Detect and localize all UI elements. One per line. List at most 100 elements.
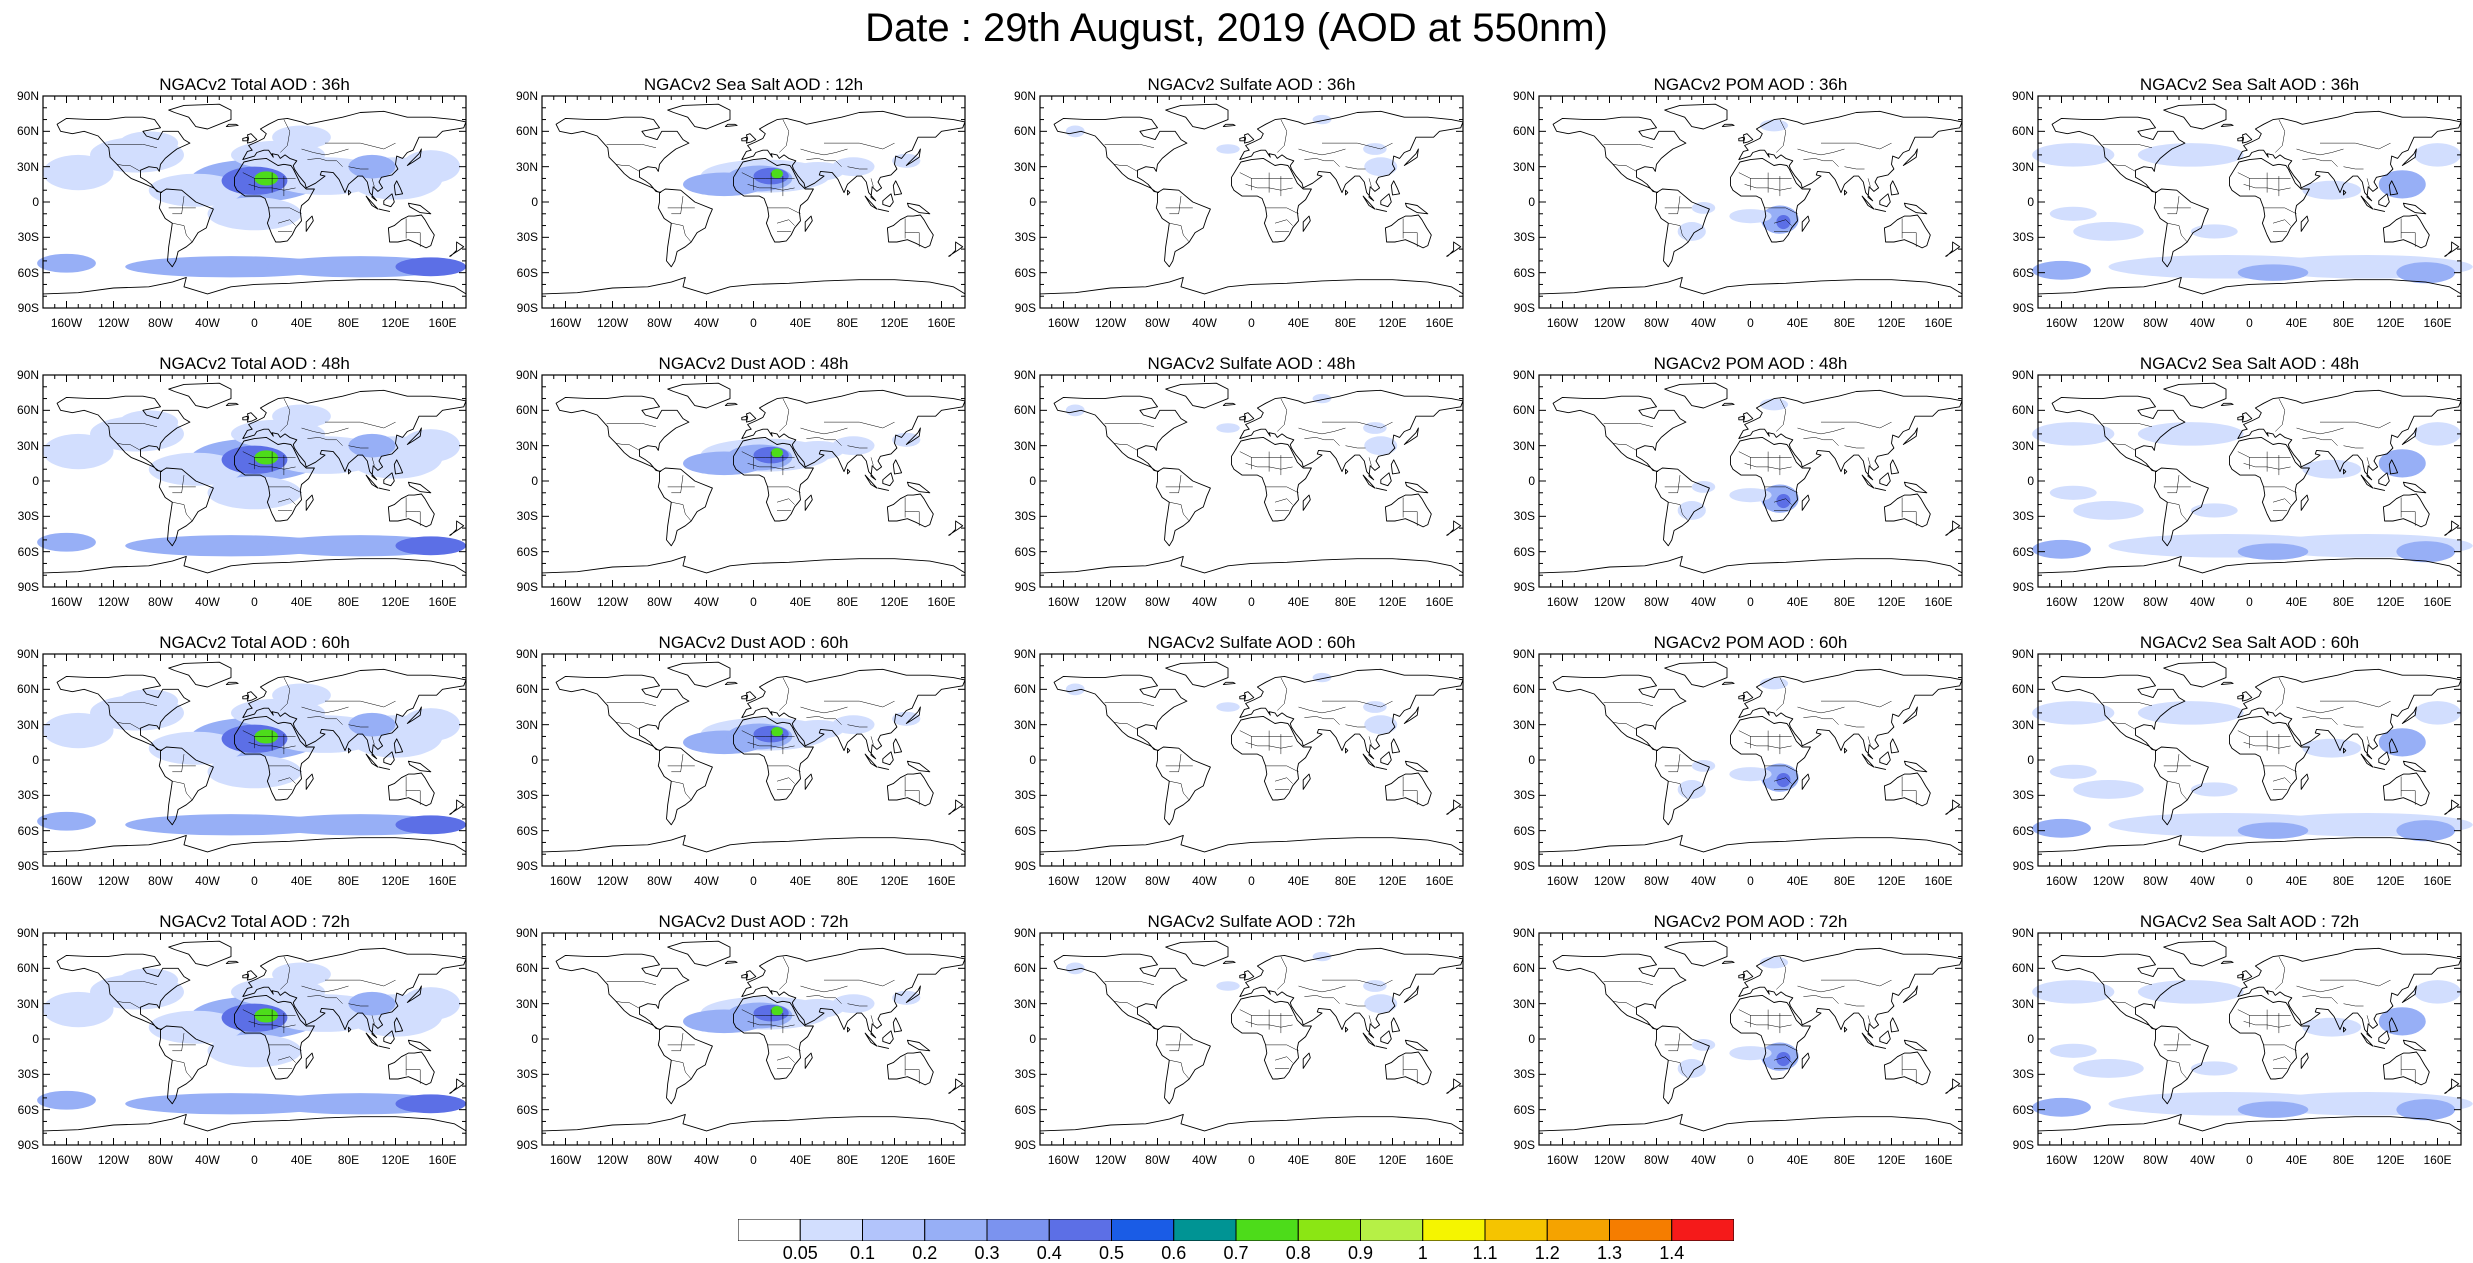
coastline: [2401, 427, 2417, 445]
country-border: [1803, 716, 1839, 725]
country-border: [2343, 445, 2364, 449]
aod-contour: [1065, 125, 1085, 138]
tick-marks: [42, 932, 467, 1146]
coastline: [733, 715, 814, 801]
country-border: [1169, 1033, 1182, 1052]
tick-marks: [1538, 95, 1963, 309]
map-frame: [1538, 374, 1963, 588]
coastline: [348, 189, 352, 196]
coastline: [1239, 389, 1464, 481]
coastline: [234, 436, 315, 522]
aod-contour: [771, 448, 783, 458]
longitude-label: 80E: [337, 874, 360, 888]
country-borders: [606, 119, 920, 247]
aod-contour: [1759, 677, 1789, 690]
coastline: [1903, 1039, 1928, 1052]
coastline: [741, 110, 966, 202]
map-panel: NGACv2 Sea Salt AOD : 72h 90N 60N 30N 0 30S 60…: [2012, 911, 2473, 1167]
longitude-label: 80W: [1145, 595, 1170, 609]
country-border: [1612, 722, 1637, 730]
coastline: [168, 103, 232, 130]
latitude-label: 60N: [1512, 682, 1535, 697]
longitude-label: 80E: [836, 595, 859, 609]
country-border: [1912, 1069, 1917, 1084]
latitude-label: 30S: [17, 509, 39, 524]
country-border: [2167, 222, 2188, 243]
country-border: [671, 475, 684, 494]
longitude-label: 120W: [596, 316, 629, 330]
country-border: [1603, 423, 1654, 428]
aod-contour: [2190, 1061, 2238, 1076]
longitude-label: 120E: [1877, 874, 1906, 888]
country-border: [671, 780, 692, 801]
coastline: [1345, 468, 1349, 475]
longitude-label: 80E: [1334, 1153, 1357, 1167]
country-borders: [1603, 398, 1917, 526]
latitude-label: 30N: [1013, 717, 1036, 732]
coastline: [1222, 681, 1236, 686]
coastline: [864, 195, 878, 210]
coastline: [406, 985, 422, 1003]
aod-contour: [2396, 820, 2456, 842]
coastline: [2388, 1017, 2399, 1033]
coastline: [745, 133, 757, 144]
country-border: [2167, 501, 2188, 522]
aod-contour: [2414, 422, 2461, 446]
coastline: [1165, 661, 1229, 688]
aod-contour: [272, 683, 331, 707]
coastline: [2237, 694, 2243, 700]
country-border: [1113, 164, 1138, 172]
coastline: [877, 766, 890, 770]
coastline: [882, 751, 894, 766]
colorbar-swatch: [1609, 1219, 1673, 1241]
latitude-label: 30S: [516, 230, 538, 245]
panel-title: NGACv2 Total AOD : 48h: [159, 354, 350, 373]
coastline: [2401, 706, 2417, 724]
aod-contour: [1363, 701, 1387, 713]
latitude-label: 0: [2027, 195, 2034, 209]
coastline: [2229, 436, 2310, 522]
country-border: [2102, 702, 2153, 707]
latitude-label: 30N: [16, 717, 39, 732]
coastline: [1883, 1051, 1931, 1086]
latitude-label: 30N: [515, 159, 538, 174]
longitude-label: 40W: [195, 874, 220, 888]
longitude-label: 160E: [927, 316, 956, 330]
coastline: [1844, 1026, 1848, 1033]
country-border: [1322, 421, 1393, 429]
aod-contour: [348, 154, 396, 179]
aod-contour: [2032, 143, 2115, 167]
coastline: [406, 706, 422, 724]
country-border: [2275, 398, 2286, 432]
country-border: [2237, 730, 2291, 737]
coastline: [1362, 195, 1376, 210]
country-border: [1265, 765, 1299, 773]
aod-contour: [771, 727, 783, 737]
world-map: [1039, 932, 1464, 1146]
colorbar-label: 0.7: [1223, 1243, 1249, 1263]
colorbar-swatch: [1360, 1219, 1424, 1241]
longitude-label: 80W: [2143, 874, 2168, 888]
coastline: [242, 136, 248, 142]
coastline: [555, 953, 690, 1031]
country-border: [2272, 777, 2291, 784]
longitude-label: 120E: [381, 874, 410, 888]
coastline: [1903, 760, 1928, 773]
colorbar-label: 0.8: [1285, 1243, 1311, 1263]
aod-contour: [2049, 485, 2097, 500]
country-border: [1764, 486, 1798, 494]
longitude-label: 120W: [2092, 595, 2125, 609]
longitude-label: 160E: [927, 1153, 956, 1167]
coastline: [741, 415, 747, 421]
coastline: [2241, 412, 2253, 423]
latitude-label: 30N: [2011, 717, 2034, 732]
country-border: [277, 777, 296, 784]
coastlines: [1538, 661, 1963, 867]
longitude-label: 160W: [549, 595, 582, 609]
longitude-label: 80W: [2143, 1153, 2168, 1167]
country-border: [371, 1015, 375, 1024]
country-border: [1413, 1069, 1418, 1084]
coastline: [1664, 382, 1728, 409]
country-border: [2167, 1059, 2188, 1080]
world-map: [2032, 653, 2473, 867]
